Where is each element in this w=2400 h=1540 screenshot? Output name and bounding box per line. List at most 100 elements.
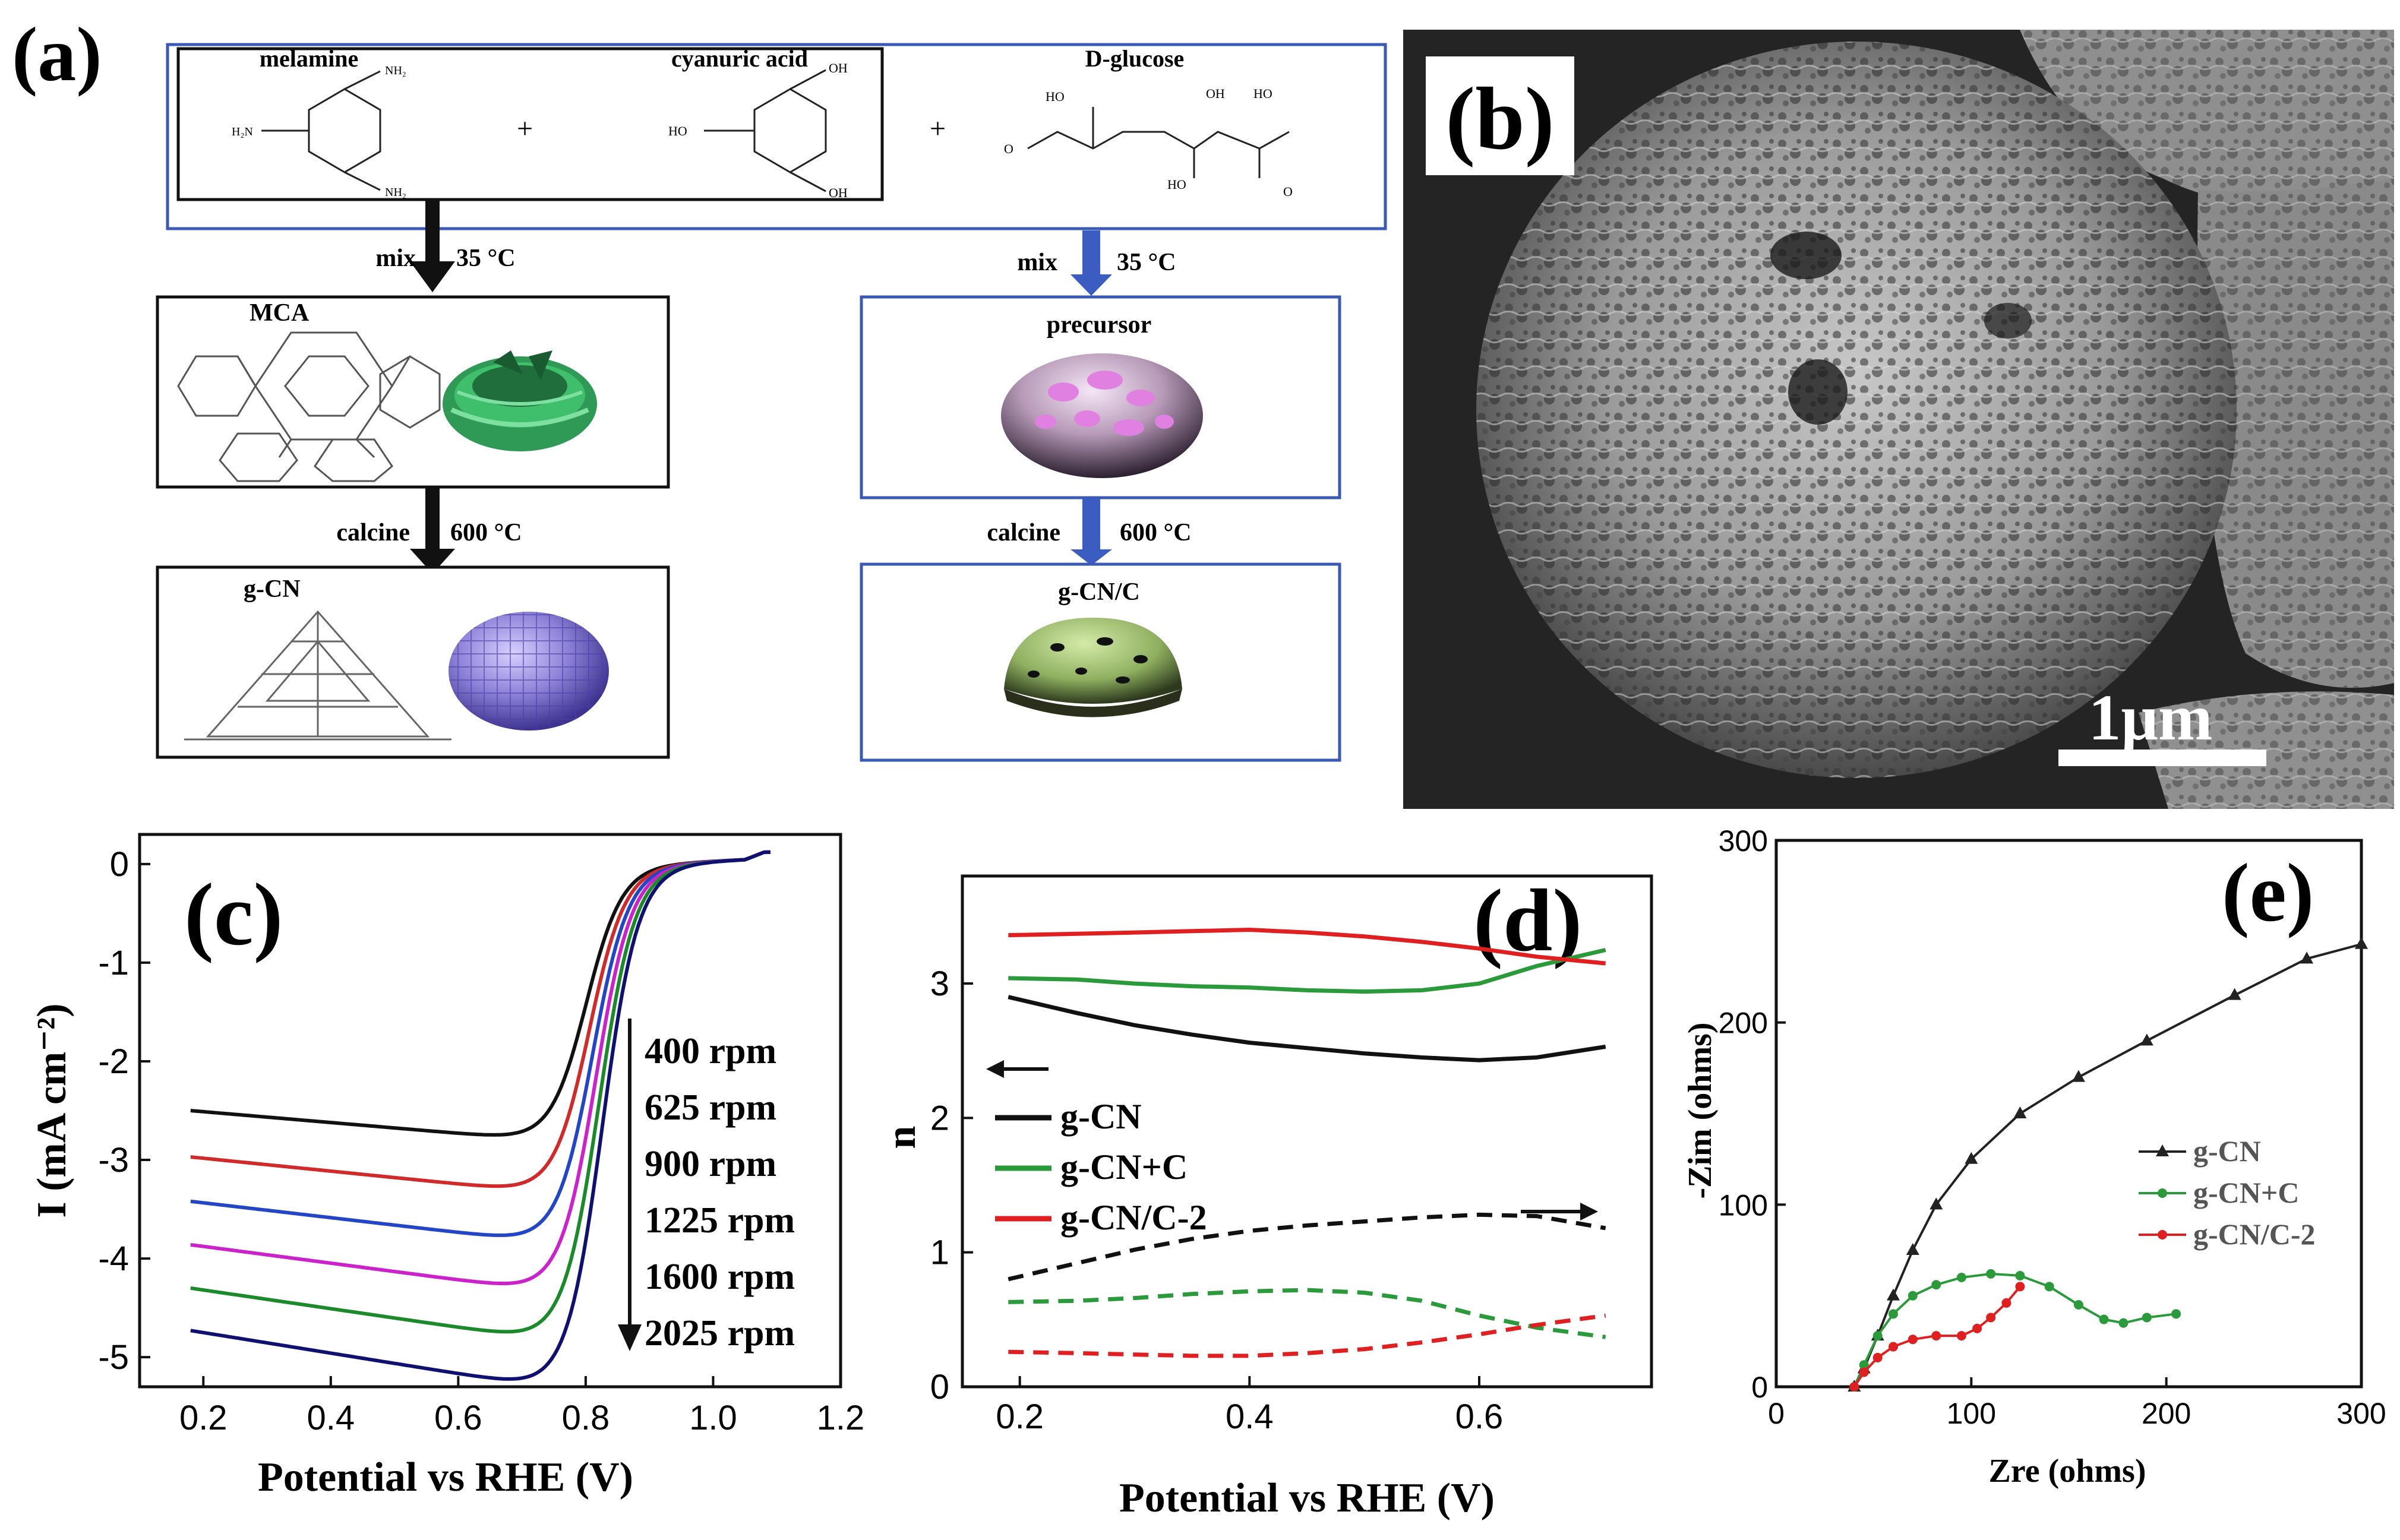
- chart-e-point: [1956, 1273, 1966, 1282]
- chart-d-xtick-label: 0.6: [1455, 1397, 1504, 1436]
- chart-c-legend-entry: 1225 rpm: [645, 1200, 795, 1241]
- chart-d-series-line: [1008, 1313, 1606, 1358]
- chart-e-point: [2228, 988, 2241, 1000]
- chart-e-point: [1930, 1197, 1943, 1210]
- left-direction-arrow: [986, 1060, 1049, 1078]
- chart-e-point: [2142, 1313, 2152, 1323]
- chart-c-xtick-label: 1.0: [689, 1399, 737, 1437]
- panel-c-label: (c): [184, 865, 283, 964]
- chart-d-frame: [961, 874, 1653, 1389]
- chart-c-xtick-label: 0.6: [434, 1399, 482, 1437]
- chart-e-point: [2015, 1282, 2025, 1292]
- chart-e-legend-marker: [2158, 1188, 2167, 1198]
- right-direction-arrow: [1521, 1203, 1598, 1220]
- chart-c-legend-entry: 1600 rpm: [645, 1257, 795, 1297]
- chart-e-point: [2140, 1033, 2153, 1046]
- melamine-top-group: NH₂: [385, 64, 406, 77]
- chart-d-legend-entry: g-CN/C-2: [1060, 1198, 1207, 1237]
- chart-d-xlabel: Potential vs RHE (V): [1119, 1475, 1495, 1521]
- chart-c-ytick-label: -5: [98, 1338, 129, 1377]
- chart-c-ytick-label: -3: [98, 1141, 129, 1179]
- chart-d-legend-entry: g-CN+C: [1060, 1147, 1188, 1187]
- glucose-o-2: O: [1283, 184, 1293, 199]
- glucose-o: O: [1004, 141, 1013, 156]
- reactant-cyanuric-acid: cyanuric acid: [671, 45, 808, 72]
- precursor-label: precursor: [1047, 311, 1152, 339]
- chart-e-point: [2099, 1314, 2109, 1324]
- right-arrow-1: [1070, 230, 1112, 296]
- chart-e-point: [2001, 1298, 2011, 1308]
- chart-e-point: [1859, 1360, 1869, 1370]
- reactant-melamine: melamine: [260, 45, 359, 72]
- chart-e-point: [1849, 1382, 1859, 1392]
- melamine-structure: [261, 70, 381, 191]
- left-step1-temp: 35 °C: [456, 245, 516, 272]
- chart-e-xtick-label: 200: [2142, 1397, 2191, 1430]
- chart-e-ytick-label: 300: [1719, 824, 1768, 858]
- chart-c-series-line: [190, 850, 770, 1381]
- chart-e-legend-entry: g-CN: [2193, 1134, 2261, 1168]
- chart-e-xtick-label: 0: [1768, 1397, 1785, 1430]
- chart-e-xtick-label: 300: [2336, 1397, 2386, 1430]
- chart-c-xtick-label: 0.8: [562, 1399, 610, 1437]
- chart-e-point: [1889, 1309, 1898, 1319]
- chart-e-xlabel: Zre (ohms): [1989, 1453, 2146, 1490]
- chart-d-series-line: [1008, 927, 1606, 966]
- chart-d-ytick-label: 1: [930, 1234, 949, 1272]
- left-arrow-2: [410, 488, 455, 574]
- chart-d-ylabel: n: [879, 1126, 924, 1149]
- left-step2-temp: 600 °C: [450, 519, 522, 546]
- gcn-purple-ball-icon: [449, 612, 609, 731]
- melamine-left-group: H₂N: [232, 125, 253, 138]
- chart-e-point: [1908, 1291, 1918, 1301]
- plus-sign: +: [930, 113, 946, 144]
- gcn-box-label: g-CN: [244, 575, 301, 603]
- chart-c-ylabel: I (mA cm⁻²): [29, 1003, 75, 1218]
- panel-b-label: (b): [1445, 69, 1554, 168]
- chart-d-series-line: [1008, 1212, 1606, 1282]
- chart-e-point: [2171, 1309, 2181, 1319]
- chart-c-legend-entry: 625 rpm: [645, 1087, 776, 1128]
- chart-c-ytick-label: -2: [98, 1042, 129, 1081]
- chart-e-point: [1956, 1331, 1966, 1341]
- right-step2-temp: 600 °C: [1120, 519, 1192, 546]
- cya-bottom-group: OH: [829, 185, 848, 200]
- chart-e-point: [1887, 1288, 1900, 1301]
- chart-e-legend-entry: g-CN+C: [2193, 1176, 2299, 1209]
- cya-top-group: OH: [829, 61, 848, 75]
- chart-e-point: [2071, 1070, 2085, 1082]
- reactants-inner-frame: [176, 47, 884, 201]
- chart-e-ytick-label: 200: [1719, 1007, 1768, 1040]
- scalebar: [2058, 750, 2266, 766]
- chart-e-ytick-label: 0: [1751, 1371, 1768, 1404]
- cya-left-group: HO: [668, 124, 687, 138]
- glucose-ho-3: HO: [1167, 177, 1186, 192]
- chart-d-ytick-label: 0: [930, 1368, 949, 1406]
- chart-d-series-line: [1008, 948, 1606, 994]
- chart-c-legend-entry: 900 rpm: [645, 1144, 776, 1184]
- chart-e-point: [2355, 937, 2368, 949]
- right-step1-temp: 35 °C: [1117, 249, 1176, 276]
- chart-e-point: [1906, 1243, 1919, 1255]
- glucose-ho-2: HO: [1253, 86, 1272, 101]
- chart-e-point: [1872, 1331, 1883, 1341]
- chart-e-point: [2073, 1300, 2083, 1310]
- chart-e-point: [1908, 1335, 1918, 1345]
- chart-e-point: [1872, 1352, 1883, 1362]
- chart-d-ytick-label: 3: [930, 965, 949, 1003]
- gcn-triangle-structure: [184, 610, 451, 741]
- scalebar-label: 1μm: [2089, 681, 2213, 754]
- chart-c-xtick-label: 0.2: [179, 1399, 228, 1437]
- chart-d-series-line: [1008, 995, 1606, 1062]
- chart-d-xtick-label: 0.2: [996, 1397, 1044, 1436]
- chart-c-xtick-label: 0.4: [307, 1399, 355, 1437]
- chart-c-legend-entry: 400 rpm: [645, 1031, 776, 1071]
- chart-e-point: [2118, 1318, 2129, 1328]
- chart-e-xtick-label: 100: [1947, 1397, 1996, 1430]
- mca-green-nest-icon: [443, 350, 597, 451]
- legend-arrow-head: [618, 1324, 642, 1351]
- panel-c-chart: (c) 0.2 0.4 0.6 0.8 1.0 1.2 0 -1 -2 -3 -4 -5 400 rp…: [29, 833, 864, 1500]
- chart-c-ytick-label: 0: [110, 845, 129, 884]
- chart-e-point: [1986, 1313, 1996, 1323]
